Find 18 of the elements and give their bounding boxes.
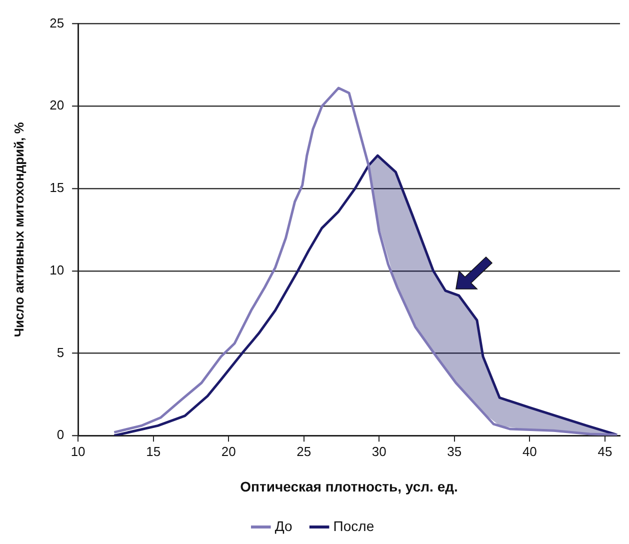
y-tick-label: 20 — [50, 98, 64, 113]
x-tick-label: 30 — [372, 444, 386, 459]
x-axis-title: Оптическая плотность, усл. ед. — [240, 478, 458, 494]
legend-label: До — [274, 518, 293, 534]
y-axis-title: Число активных митохондрий, % — [11, 122, 26, 338]
y-tick-label: 0 — [56, 427, 64, 442]
y-tick-label: 15 — [50, 180, 64, 196]
x-tick-label: 15 — [146, 444, 161, 459]
x-tick-label: 35 — [447, 444, 462, 459]
y-tick-label: 10 — [50, 262, 64, 278]
x-tick-label: 25 — [296, 444, 312, 459]
legend-label: После — [333, 518, 374, 534]
x-tick-label: 40 — [522, 444, 537, 459]
x-tick-label: 20 — [221, 444, 236, 459]
x-tick-label: 45 — [598, 444, 612, 459]
y-tick-label: 25 — [50, 15, 64, 30]
y-tick-label: 5 — [56, 344, 64, 360]
x-tick-label: 10 — [70, 444, 86, 459]
